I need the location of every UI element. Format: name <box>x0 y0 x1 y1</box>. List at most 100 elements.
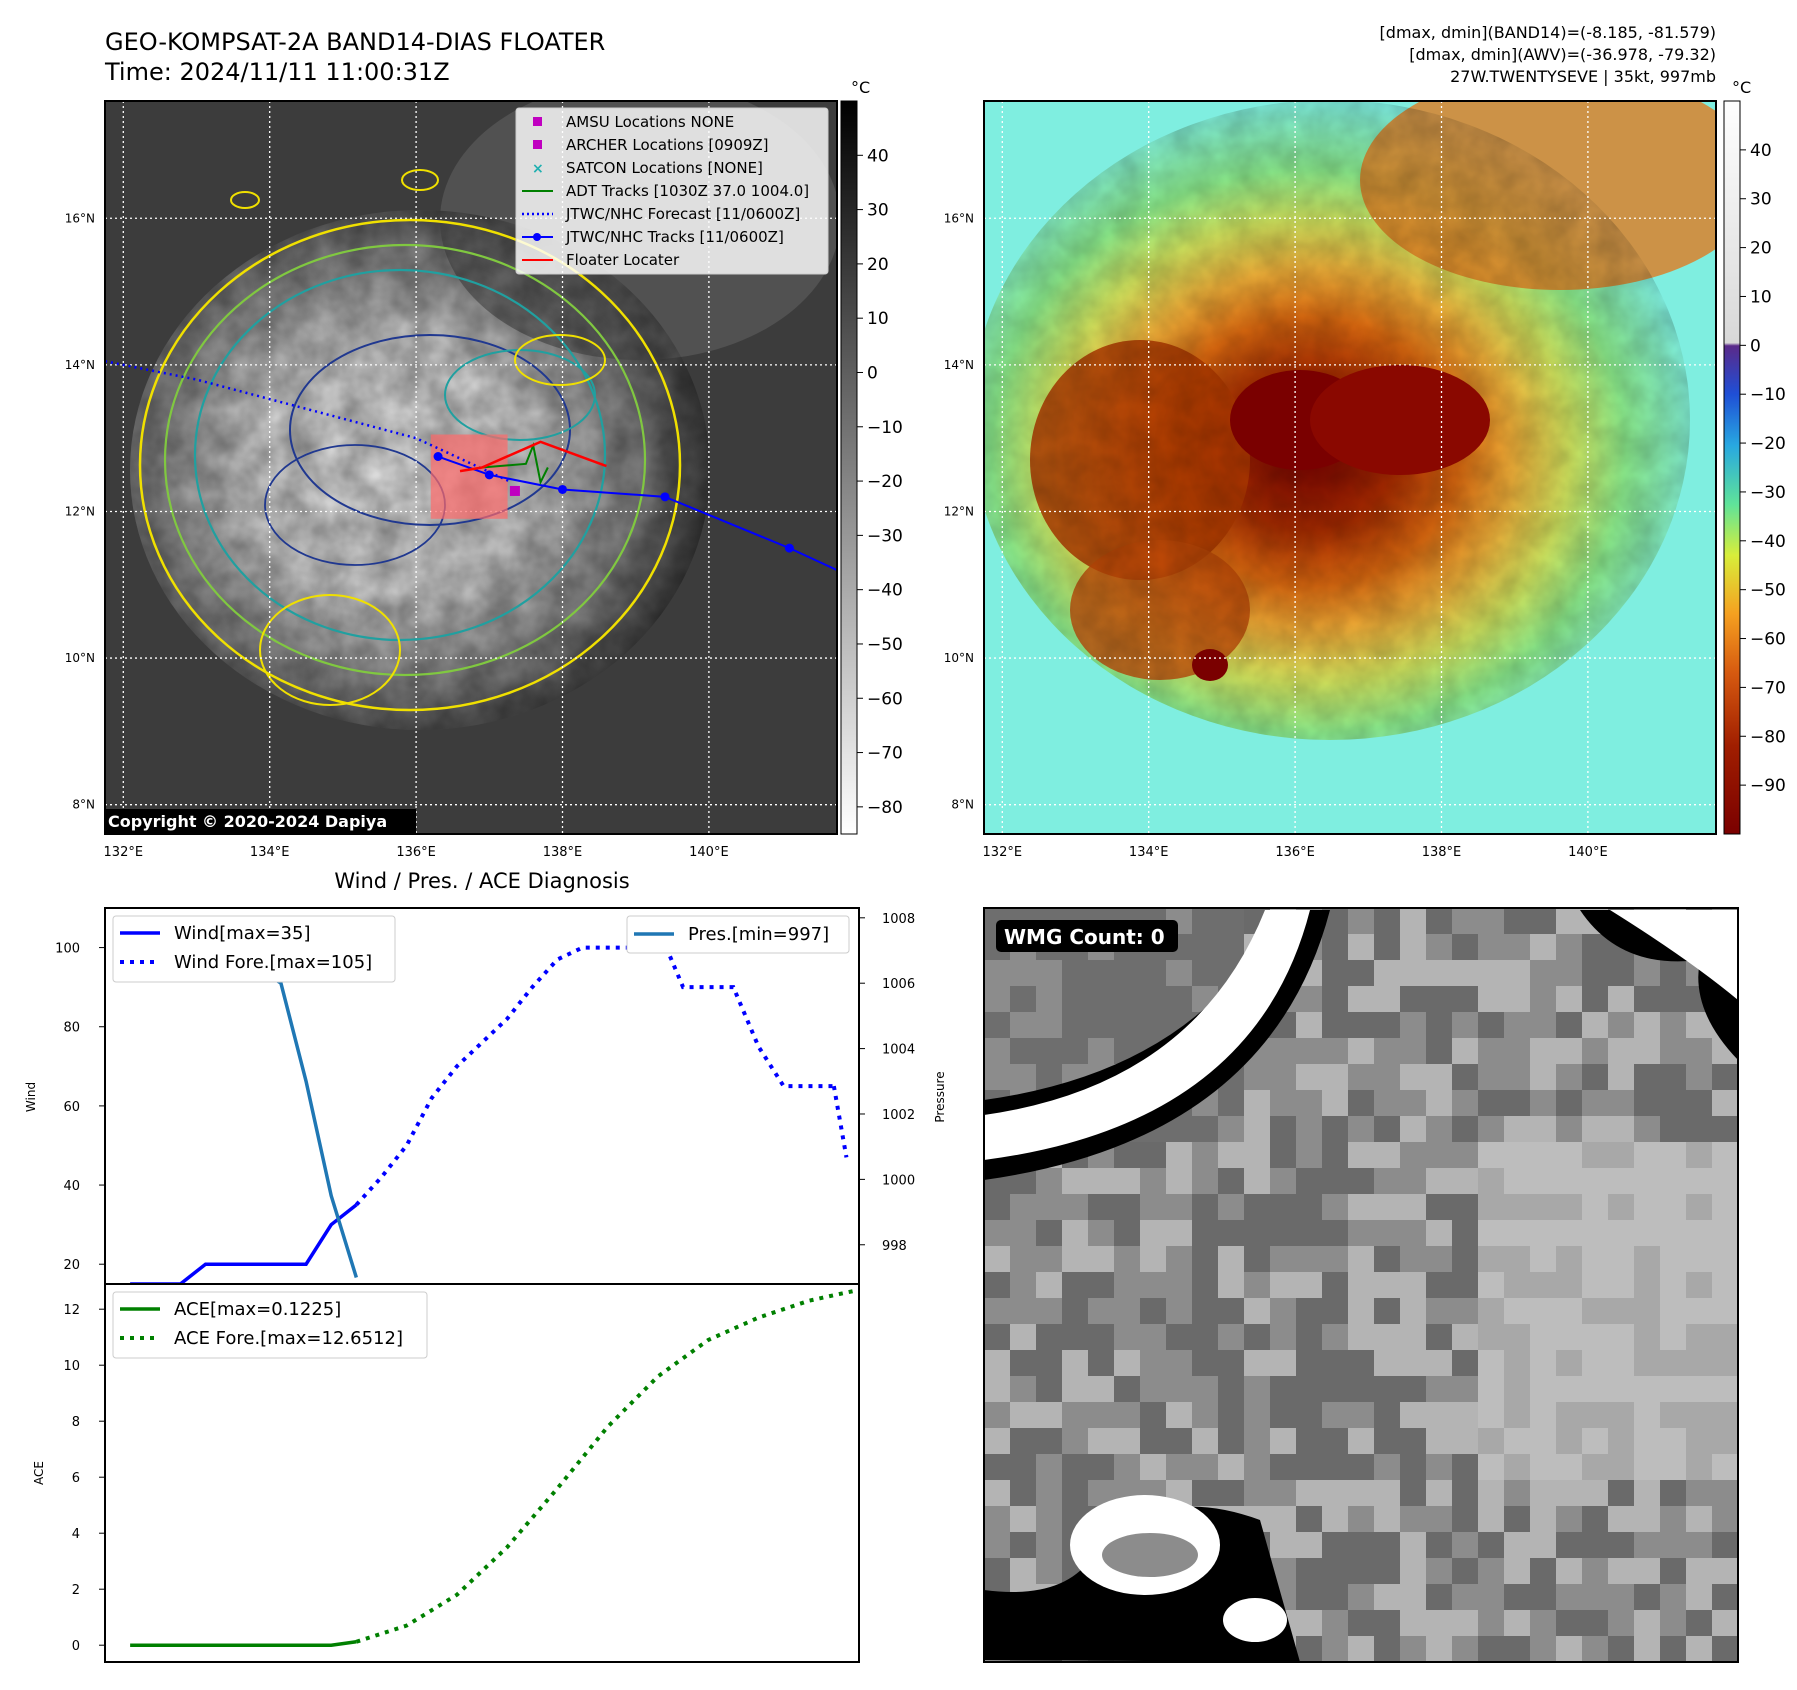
pressure-tick-label: 998 <box>882 1239 907 1254</box>
lon-tick-label: 138°E <box>1422 845 1462 860</box>
jtwc-track-line <box>437 455 837 572</box>
diagnosis-title: Wind / Pres. / ACE Diagnosis <box>334 869 629 893</box>
ace-tick-label: 8 <box>72 1415 80 1430</box>
lon-tick-label: 134°E <box>1129 845 1169 860</box>
figure-title-line1: GEO-KOMPSAT-2A BAND14-DIAS FLOATER <box>105 28 605 56</box>
contour-teal <box>193 268 607 642</box>
colorbar-tick-label: 30 <box>1750 190 1772 210</box>
ace-axis-label: ACE <box>32 1461 46 1485</box>
lat-tick-label: 14°N <box>65 358 95 372</box>
jtwc-track-point <box>660 492 670 502</box>
lon-tick-label: 136°E <box>1275 845 1315 860</box>
gray-colorbar-unit: °C <box>851 78 870 97</box>
copyright-text: Copyright © 2020-2024 Dapiya <box>108 812 387 831</box>
legend-entry: AMSU Locations NONE <box>533 113 734 131</box>
map1-gridlines <box>105 101 837 834</box>
ace-tick-label: 10 <box>63 1359 80 1374</box>
legend-entry-label: ADT Tracks [1030Z 37.0 1004.0] <box>566 182 809 200</box>
lon-tick-label: 136°E <box>396 845 436 860</box>
legend-entry: ADT Tracks [1030Z 37.0 1004.0] <box>522 182 809 200</box>
colorbar-tick-label: 0 <box>867 363 878 383</box>
lat-tick-label: 8°N <box>72 798 95 812</box>
lat-tick-label: 16°N <box>65 211 95 225</box>
wind-tick-label: 60 <box>63 1100 80 1115</box>
legend-entry: ARCHER Locations [0909Z] <box>533 136 769 154</box>
colorbar-tick-label: −70 <box>1750 678 1786 698</box>
wmg-count-box <box>996 920 1178 952</box>
colorbar-tick-label: −50 <box>867 635 903 655</box>
lat-tick-label: 14°N <box>944 358 974 372</box>
ace-tick-label: 0 <box>72 1639 80 1654</box>
ace-tick-label: 4 <box>72 1527 80 1542</box>
legend-entry-label: JTWC/NHC Tracks [11/0600Z] <box>565 228 784 246</box>
color-colorbar: °C 40 30 20 10 0 −10 −20 −30 −40 −50 −60 −70 −80 −90 <box>1723 78 1786 835</box>
wind-pressure-chart: 20 40 60 80 100 998 1000 1002 1004 1006 1008 Wind … <box>24 907 947 1285</box>
colorbar-tick-label: −10 <box>867 418 903 438</box>
pressure-tick-label: 1002 <box>882 1108 915 1123</box>
colorbar-tick-label: −20 <box>867 472 903 492</box>
ir-color-map: 132°E 134°E 136°E 138°E 140°E 16°N 14°N 12°N 10°… <box>944 100 1717 860</box>
contour-green <box>163 243 647 677</box>
jtwc-forecast-line <box>105 359 512 484</box>
colorbar-tick-label: −60 <box>1750 630 1786 650</box>
map1-ticks: 132°E 134°E 136°E 138°E 140°E 16°N 14°N 12°N 10°… <box>65 211 729 860</box>
wind-line <box>130 1203 358 1284</box>
ace-tick-label: 12 <box>63 1303 80 1318</box>
colorbar-tick-label: −30 <box>1750 483 1786 503</box>
pressure-tick-label: 1008 <box>882 912 915 927</box>
colorbar-tick-label: 40 <box>867 146 889 166</box>
floater-locater-line <box>459 440 607 473</box>
map2-ticks: 132°E 134°E 136°E 138°E 140°E 16°N 14°N 12°N 10°… <box>944 211 1608 860</box>
pressure-axis-label: Pressure <box>933 1071 947 1122</box>
pressure-tick-label: 1000 <box>882 1173 915 1188</box>
lat-tick-label: 10°N <box>65 651 95 665</box>
stats-line3: 27W.TWENTYSEVE | 35kt, 997mb <box>1450 67 1716 86</box>
wind-fore-legend-label: Wind Fore.[max=105] <box>174 952 372 973</box>
colorbar-tick-label: −90 <box>1750 776 1786 796</box>
lon-tick-label: 140°E <box>689 845 729 860</box>
copyright-box <box>104 809 416 833</box>
colorbar-tick-label: −50 <box>1750 581 1786 601</box>
ace-tick-label: 6 <box>72 1471 80 1486</box>
pressure-legend: Pres.[min=997] <box>626 915 850 954</box>
gray-colorbar: °C 40 30 20 10 0 −10 −20 −30 −40 −50 −60 −70 −80 <box>840 78 903 835</box>
legend-entry: JTWC/NHC Forecast [11/0600Z] <box>522 205 800 223</box>
color-colorbar-unit: °C <box>1732 78 1751 97</box>
jtwc-track-point <box>558 484 567 494</box>
map2-frame <box>983 100 1717 835</box>
legend-entry: Floater Locater <box>522 251 680 269</box>
wind-forecast-line <box>831 1085 849 1158</box>
wind-tick-label: 80 <box>63 1021 80 1036</box>
lon-tick-label: 132°E <box>104 845 144 860</box>
pressure-legend-label: Pres.[min=997] <box>688 924 829 945</box>
wmg-panel: WMG Count: 0 <box>983 907 1739 1663</box>
lon-tick-label: 132°E <box>983 845 1023 860</box>
wind-legend-label: Wind[max=35] <box>174 923 311 944</box>
lat-tick-label: 12°N <box>944 504 974 518</box>
legend-entry-label: ARCHER Locations [0909Z] <box>566 136 769 154</box>
legend-entry-label: JTWC/NHC Forecast [11/0600Z] <box>565 205 800 223</box>
figure-title-line2: Time: 2024/11/11 11:00:31Z <box>104 58 450 86</box>
colorbar-tick-label: −40 <box>1750 532 1786 552</box>
colorbar-tick-label: 20 <box>867 255 889 275</box>
legend-entry: × SATCON Locations [NONE] <box>532 159 763 177</box>
ace-fore-legend-label: ACE Fore.[max=12.6512] <box>174 1328 403 1349</box>
ace-legend: ACE[max=0.1225] ACE Fore.[max=12.6512] <box>112 1291 428 1359</box>
stats-line2: [dmax, dmin](AWV)=(-36.978, -79.32) <box>1409 45 1716 64</box>
ace-line <box>130 1640 357 1647</box>
wmg-count-label: WMG Count: 0 <box>1004 925 1165 949</box>
colorbar-tick-label: −40 <box>867 581 903 601</box>
ace-chart: 0 2 4 6 8 10 12 ACE ACE[max=0.1225] ACE Fore.[… <box>32 1283 860 1663</box>
ace-tick-label: 2 <box>72 1583 80 1598</box>
stats-line1: [dmax, dmin](BAND14)=(-8.185, -81.579) <box>1380 23 1716 42</box>
colorbar-tick-label: 10 <box>867 309 889 329</box>
contour-yellow <box>138 218 682 712</box>
colorbar-tick-label: −10 <box>1750 385 1786 405</box>
wind-tick-label: 100 <box>55 942 80 957</box>
legend-entry: JTWC/NHC Tracks [11/0600Z] <box>522 228 784 246</box>
wind-axis-label: Wind <box>24 1082 38 1112</box>
wind-tick-label: 20 <box>63 1258 80 1273</box>
wind-legend: Wind[max=35] Wind Fore.[max=105] <box>112 915 396 983</box>
colorbar-tick-label: 0 <box>1750 336 1761 356</box>
